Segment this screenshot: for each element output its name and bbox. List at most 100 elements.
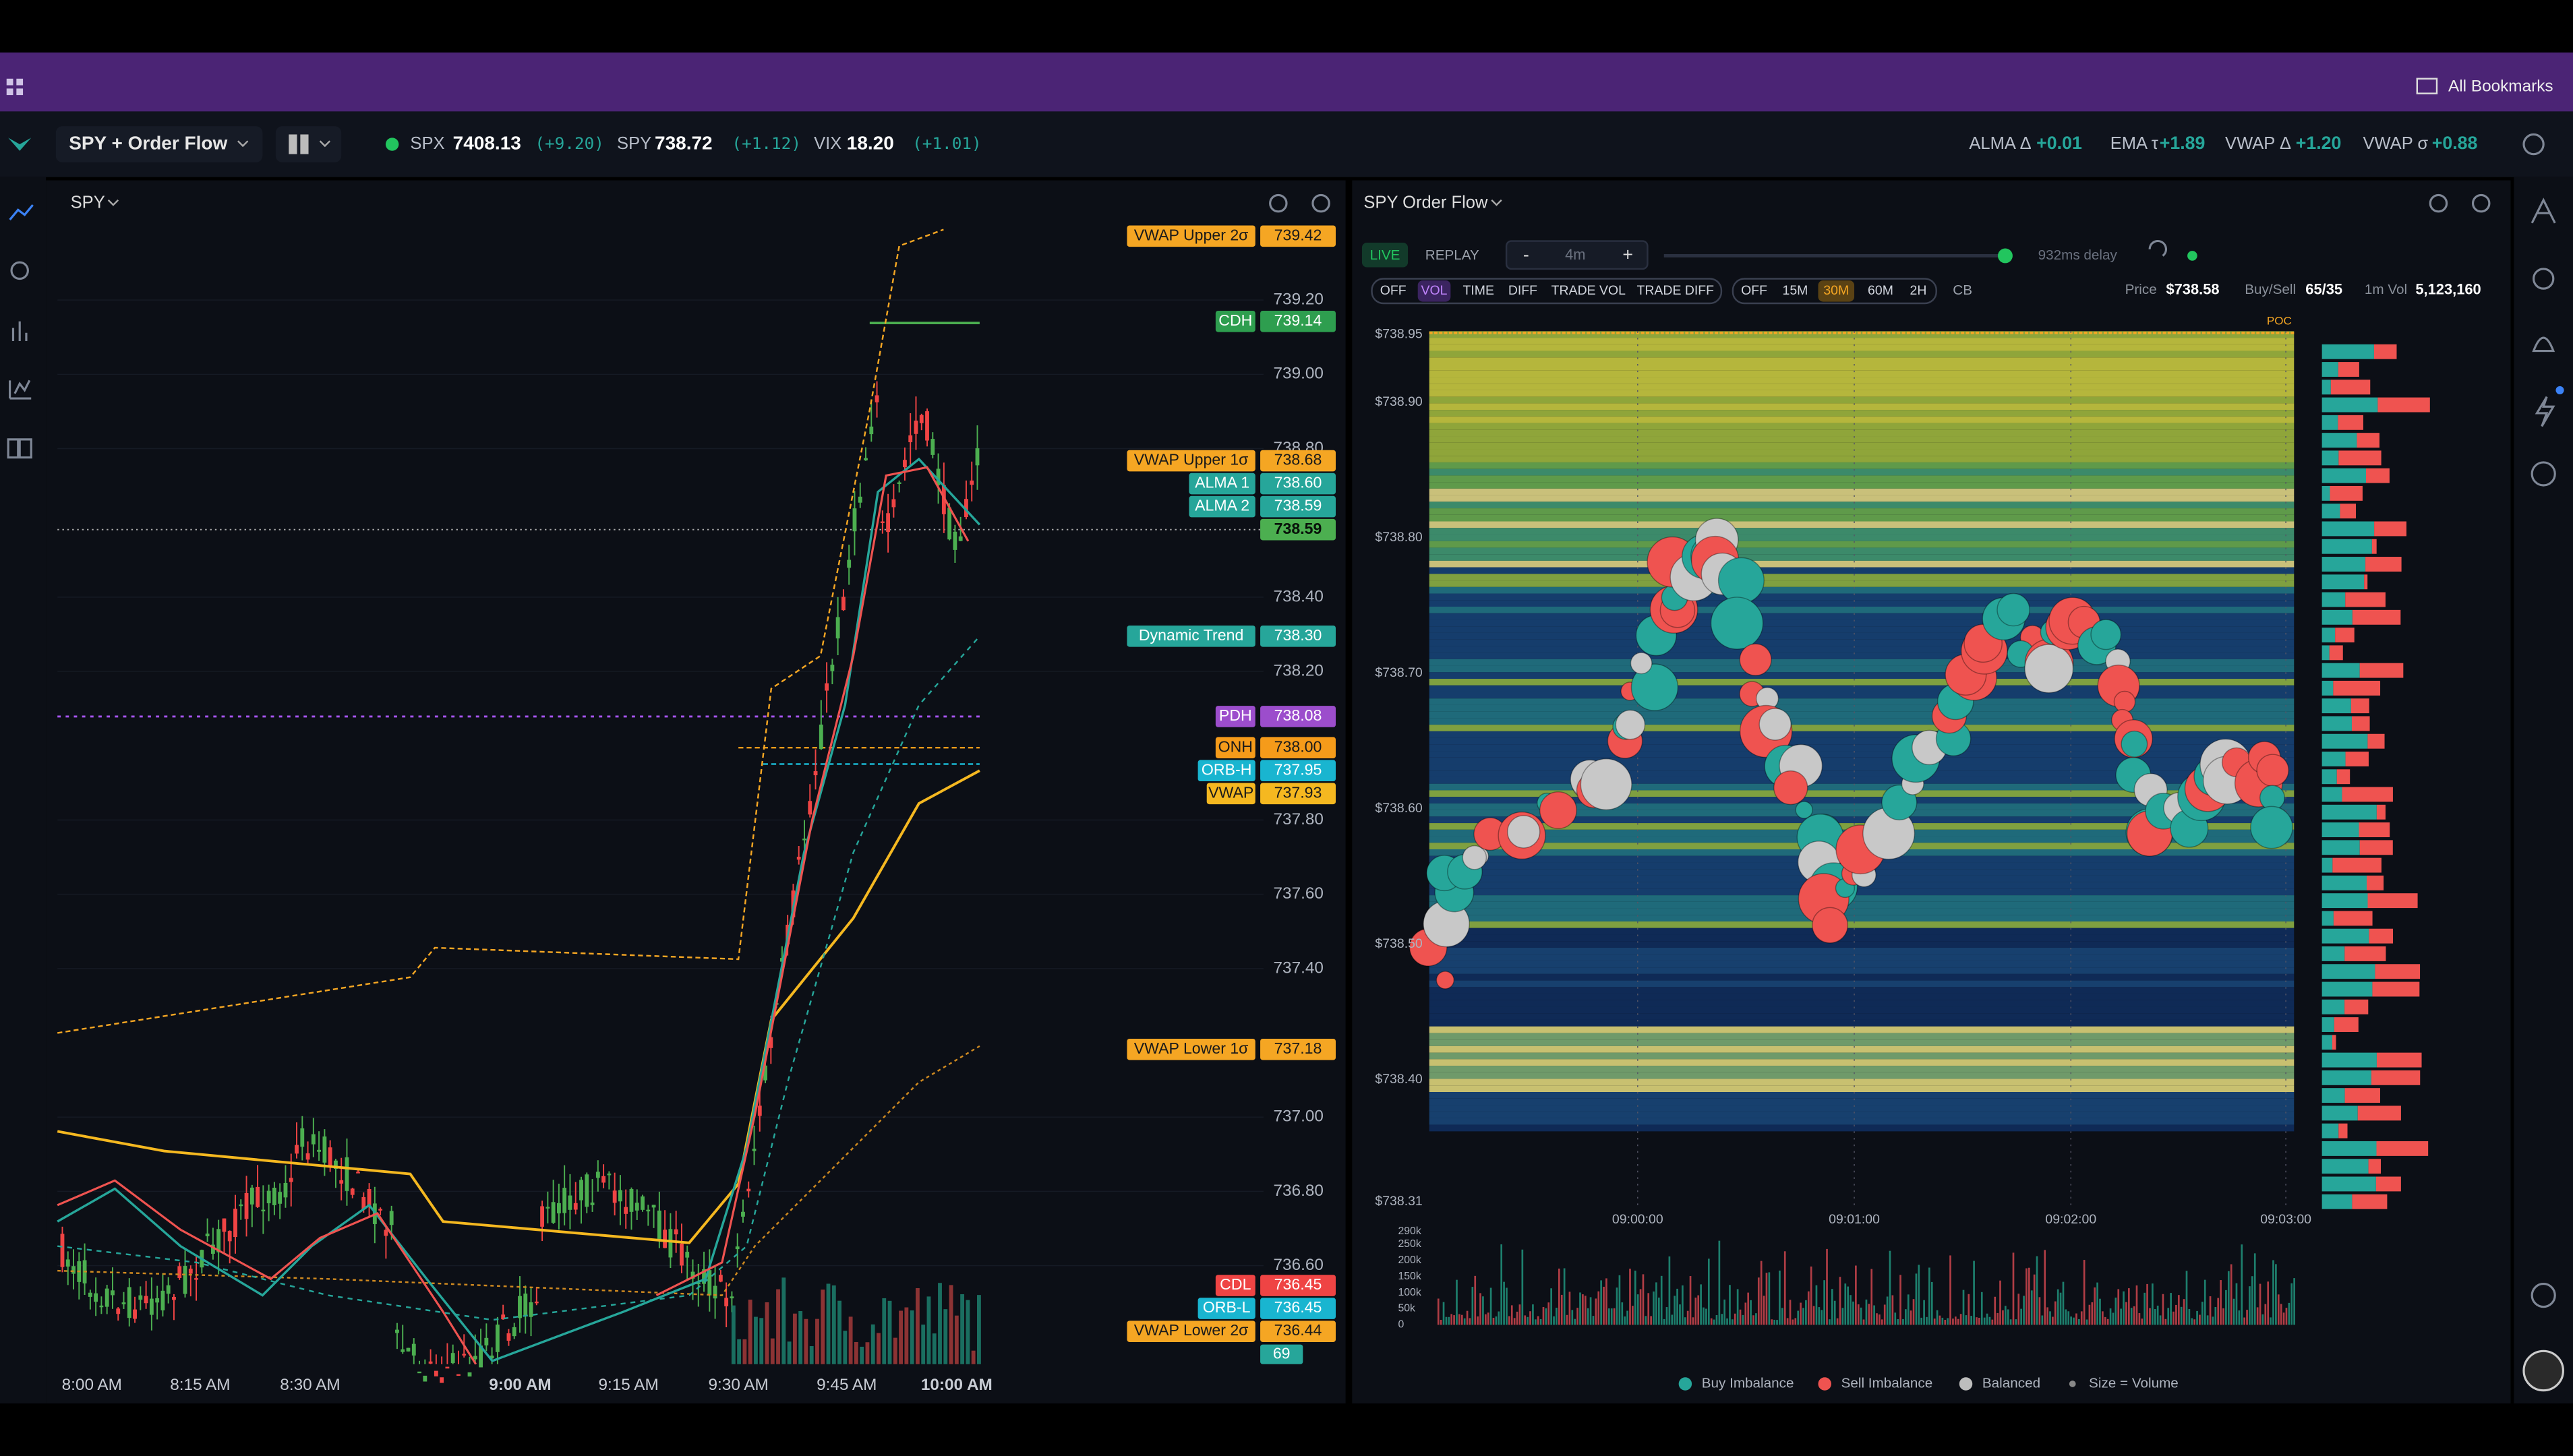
- profile-sell: [2344, 946, 2386, 961]
- volume-bar: [1527, 1316, 1529, 1325]
- apps-icon[interactable]: [6, 78, 24, 96]
- tool-icon[interactable]: [9, 204, 34, 220]
- heatmap-row: [1429, 1019, 2295, 1027]
- candle-body: [283, 1182, 288, 1198]
- info-icon[interactable]: [1269, 193, 1288, 213]
- time-label: 9:30 AM: [709, 1376, 769, 1394]
- volume-bar: [2041, 1315, 2044, 1325]
- heatmap-row: [1429, 770, 2295, 777]
- candle-body: [356, 1172, 360, 1174]
- volume-bar: [837, 1300, 841, 1364]
- profile-sell: [2371, 539, 2377, 554]
- tool-icon[interactable]: [2532, 336, 2555, 353]
- volume-bar: [1463, 1318, 1466, 1325]
- trade-bubble: [1436, 971, 1455, 990]
- active-filter: [1417, 280, 1451, 302]
- candle-body: [138, 1295, 143, 1300]
- tool-icon[interactable]: [11, 321, 28, 341]
- profile-sell: [2367, 893, 2418, 909]
- volume-bar: [915, 1287, 920, 1364]
- profile-buy: [2321, 609, 2353, 625]
- candle-body: [278, 1192, 283, 1204]
- volume-bar: [776, 1289, 780, 1364]
- settings-icon[interactable]: [1311, 193, 1330, 213]
- volume-bar: [1524, 1315, 1527, 1325]
- volume-bar: [2204, 1279, 2206, 1325]
- tool-icon[interactable]: [2533, 268, 2555, 290]
- settings-icon[interactable]: [2522, 133, 2545, 156]
- period-group: [1732, 278, 1937, 305]
- profile-buy: [2321, 804, 2377, 820]
- volume-bar: [1550, 1288, 1553, 1325]
- candle-body: [579, 1180, 583, 1201]
- refresh-icon[interactable]: [2148, 239, 2168, 257]
- volume-bar: [1852, 1301, 1854, 1325]
- price-tick-label: $738.60: [1375, 801, 1423, 816]
- profile-sell: [2332, 1035, 2336, 1050]
- tool-icon[interactable]: [10, 261, 29, 280]
- candle-body: [830, 665, 835, 671]
- volume-bar: [2059, 1292, 2062, 1325]
- heatmap-row: [1429, 1118, 2295, 1125]
- sidebar-icons: [7, 133, 2564, 1392]
- volume-bar: [809, 1346, 814, 1364]
- period-button: 15M: [1783, 283, 1808, 298]
- candle-body: [440, 1377, 444, 1383]
- candle-body: [305, 1153, 310, 1160]
- volume-bar: [1794, 1318, 1797, 1325]
- volume-bar: [1487, 1312, 1489, 1325]
- heatmap-row: [1429, 954, 2295, 961]
- volume-bar: [1697, 1295, 1700, 1325]
- slider-handle[interactable]: [1997, 248, 2013, 264]
- level-price-box: [1260, 760, 1336, 782]
- volume-bar: [1618, 1275, 1621, 1325]
- heatmap-row: [1429, 1079, 2295, 1086]
- vwap-lower-band: [57, 1045, 980, 1296]
- profile-sell: [2338, 450, 2382, 466]
- zoom-group[interactable]: [1505, 240, 1649, 270]
- volume-bar: [2222, 1308, 2224, 1325]
- tool-icon[interactable]: [2535, 396, 2555, 427]
- volume-bar: [1560, 1294, 1563, 1325]
- volume-bar: [2025, 1268, 2028, 1325]
- profile-sell: [2330, 485, 2363, 501]
- candle-body: [941, 485, 946, 514]
- level-name-box: [1127, 1038, 1255, 1060]
- profile-sell: [2335, 628, 2355, 643]
- workspace: SPY + Order Flow: [69, 132, 227, 153]
- volume-bar: [1970, 1316, 1973, 1325]
- heatmap-row: [1429, 1052, 2295, 1060]
- volume-bar: [2267, 1281, 2270, 1325]
- candle-body: [295, 1145, 299, 1154]
- tool-icon[interactable]: [2531, 461, 2556, 487]
- live-button[interactable]: [1361, 243, 1409, 268]
- candle-body: [707, 1270, 712, 1296]
- candle-body: [266, 1190, 271, 1204]
- volume-bar: [815, 1318, 819, 1364]
- profile-buy: [2321, 1088, 2345, 1103]
- level-name: ALMA 1: [1195, 474, 1249, 491]
- tool-icon[interactable]: [2531, 1283, 2556, 1308]
- tool-icon[interactable]: [9, 380, 32, 400]
- volume-bar: [1742, 1314, 1744, 1325]
- heatmap-row: [1429, 665, 2295, 673]
- candle-body: [144, 1296, 148, 1304]
- profile-buy: [2321, 769, 2337, 785]
- workspace-select[interactable]: [55, 126, 263, 162]
- settings-icon[interactable]: [2471, 193, 2491, 213]
- price-tick-label: $738.40: [1375, 1072, 1423, 1087]
- profile-sell: [2374, 521, 2406, 537]
- volume-bar: [2206, 1315, 2209, 1325]
- tool-icon[interactable]: [2531, 198, 2556, 224]
- volume-bar: [1629, 1269, 1631, 1325]
- trade-bubble: [1539, 791, 1577, 830]
- volume-bar: [2259, 1283, 2261, 1325]
- avatar[interactable]: [2522, 1349, 2564, 1392]
- info-icon[interactable]: [2429, 193, 2448, 213]
- volume-bar: [1915, 1273, 1918, 1325]
- trade-bubble: [1630, 663, 1679, 711]
- heatmap-row: [1429, 908, 2295, 915]
- price-tick-label: $738.70: [1375, 665, 1423, 680]
- tool-icon[interactable]: [7, 438, 32, 459]
